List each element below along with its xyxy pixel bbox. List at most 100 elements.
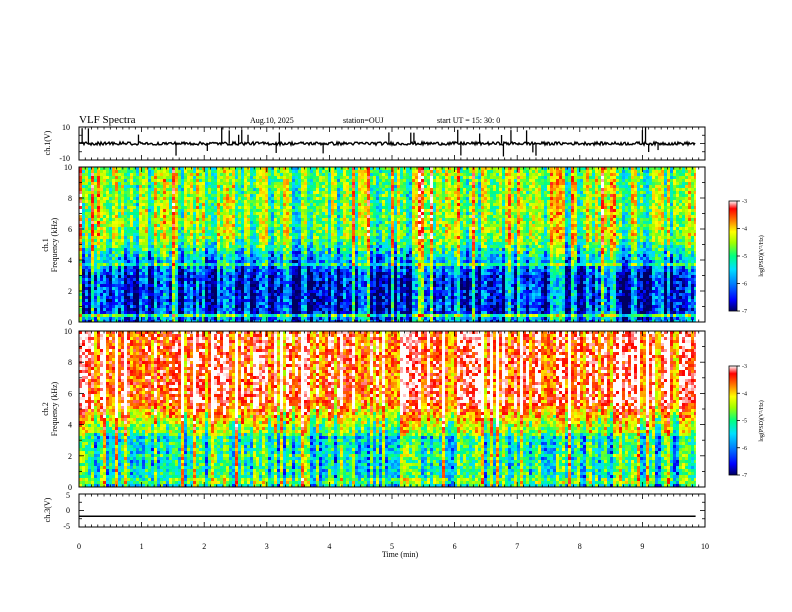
spectrogram-cell bbox=[235, 179, 239, 183]
spectrogram-cell bbox=[94, 203, 98, 207]
spectrogram-cell bbox=[121, 284, 125, 288]
spectrogram-cell bbox=[271, 194, 275, 198]
spectrogram-cell bbox=[346, 272, 350, 276]
spectrogram-cell bbox=[313, 287, 317, 291]
spectrogram-cell bbox=[232, 230, 236, 234]
spectrogram-cell bbox=[334, 305, 338, 309]
spectrogram-cell bbox=[205, 215, 209, 219]
spectrogram-cell bbox=[97, 254, 101, 258]
spectrogram-cell bbox=[223, 242, 227, 246]
spectrogram-cell bbox=[211, 191, 215, 195]
spectrogram-cell bbox=[214, 308, 218, 312]
spectrogram-cell bbox=[145, 281, 149, 285]
spectrogram-cell bbox=[310, 266, 314, 270]
spectrogram-cell bbox=[217, 284, 221, 288]
spectrogram-cell bbox=[334, 215, 338, 219]
spectrogram-cell bbox=[244, 287, 248, 291]
spectrogram-cell bbox=[349, 299, 353, 303]
spectrogram-cell bbox=[82, 314, 86, 318]
spectrogram-cell bbox=[244, 248, 248, 252]
spectrogram-cell bbox=[172, 284, 176, 288]
spectrogram-cell bbox=[310, 197, 314, 201]
spectrogram-cell bbox=[283, 179, 287, 183]
spectrogram-cell bbox=[136, 269, 140, 273]
spectrogram-cell bbox=[154, 200, 158, 204]
spectrogram-cell bbox=[313, 209, 317, 213]
spectrogram-cell bbox=[295, 278, 299, 282]
spectrogram-cell bbox=[343, 191, 347, 195]
spectrogram-cell bbox=[316, 293, 320, 297]
spectrogram-cell bbox=[271, 281, 275, 285]
spectrogram-cell bbox=[97, 311, 101, 315]
spectrogram-cell bbox=[106, 284, 110, 288]
spectrogram-cell bbox=[193, 314, 197, 318]
spectrogram-cell bbox=[322, 218, 326, 222]
spectrogram-cell bbox=[184, 293, 188, 297]
spectrogram-cell bbox=[190, 221, 194, 225]
spectrogram-cell bbox=[121, 212, 125, 216]
spectrogram-cell bbox=[172, 257, 176, 261]
spectrogram-cell bbox=[157, 266, 161, 270]
spectrogram-cell bbox=[103, 248, 107, 252]
spectrogram-cell bbox=[328, 257, 332, 261]
spectrogram-cell bbox=[232, 305, 236, 309]
spectrogram-cell bbox=[142, 227, 146, 231]
spectrogram-cell bbox=[286, 296, 290, 300]
spectrogram-cell bbox=[193, 272, 197, 276]
spectrogram-cell bbox=[313, 185, 317, 189]
spectrogram-cell bbox=[259, 197, 263, 201]
spectrogram-cell bbox=[202, 308, 206, 312]
spectrogram-cell bbox=[112, 293, 116, 297]
spectrogram-cell bbox=[274, 209, 278, 213]
spectrogram-cell bbox=[139, 227, 143, 231]
spectrogram-cell bbox=[280, 233, 284, 237]
spectrogram-cell bbox=[340, 194, 344, 198]
spectrogram-cell bbox=[295, 176, 299, 180]
spectrogram-cell bbox=[241, 245, 245, 249]
spectrogram-cell bbox=[232, 290, 236, 294]
spectrogram-cell bbox=[196, 248, 200, 252]
spectrogram-cell bbox=[232, 317, 236, 321]
spectrogram-cell bbox=[238, 317, 242, 321]
spectrogram-cell bbox=[316, 299, 320, 303]
spectrogram-cell bbox=[199, 200, 203, 204]
spectrogram-cell bbox=[256, 296, 260, 300]
spectrogram-cell bbox=[241, 230, 245, 234]
spectrogram-cell bbox=[289, 215, 293, 219]
spectrogram-cell bbox=[85, 194, 89, 198]
spectrogram-cell bbox=[250, 287, 254, 291]
spectrogram-cell bbox=[301, 239, 305, 243]
spectrogram-cell bbox=[226, 254, 230, 258]
spectrogram-cell bbox=[349, 317, 353, 321]
figure-title: VLF Spectra bbox=[79, 114, 136, 126]
spectrogram-cell bbox=[316, 206, 320, 210]
spectrogram-cell bbox=[115, 293, 119, 297]
spectrogram-cell bbox=[109, 221, 113, 225]
spectrogram-cell bbox=[181, 218, 185, 222]
spectrogram-cell bbox=[262, 170, 266, 174]
spectrogram-cell bbox=[319, 260, 323, 264]
spectrogram-cell bbox=[274, 311, 278, 315]
spectrogram-cell bbox=[112, 230, 116, 234]
spectrogram-cell bbox=[265, 194, 269, 198]
spectrogram-cell bbox=[118, 203, 122, 207]
spectrogram-cell bbox=[253, 179, 257, 183]
spectrogram-cell bbox=[238, 176, 242, 180]
spectrogram-cell bbox=[127, 248, 131, 252]
spectrogram-cell bbox=[244, 272, 248, 276]
spectrogram-cell bbox=[211, 293, 215, 297]
spectrogram-cell bbox=[295, 284, 299, 288]
spectrogram-cell bbox=[109, 197, 113, 201]
spectrogram-cell bbox=[214, 275, 218, 279]
spectrogram-cell bbox=[223, 272, 227, 276]
spectrogram-cell bbox=[127, 275, 131, 279]
spectrogram-cell bbox=[88, 215, 92, 219]
spectrogram-cell bbox=[166, 281, 170, 285]
spectrogram-cell bbox=[160, 206, 164, 210]
spectrogram-cell bbox=[307, 296, 311, 300]
spectrogram-cell bbox=[196, 287, 200, 291]
spectrogram-cell bbox=[343, 263, 347, 267]
spectrogram-cell bbox=[217, 218, 221, 222]
spectrogram-cell bbox=[298, 254, 302, 258]
spectrogram-cell bbox=[343, 269, 347, 273]
